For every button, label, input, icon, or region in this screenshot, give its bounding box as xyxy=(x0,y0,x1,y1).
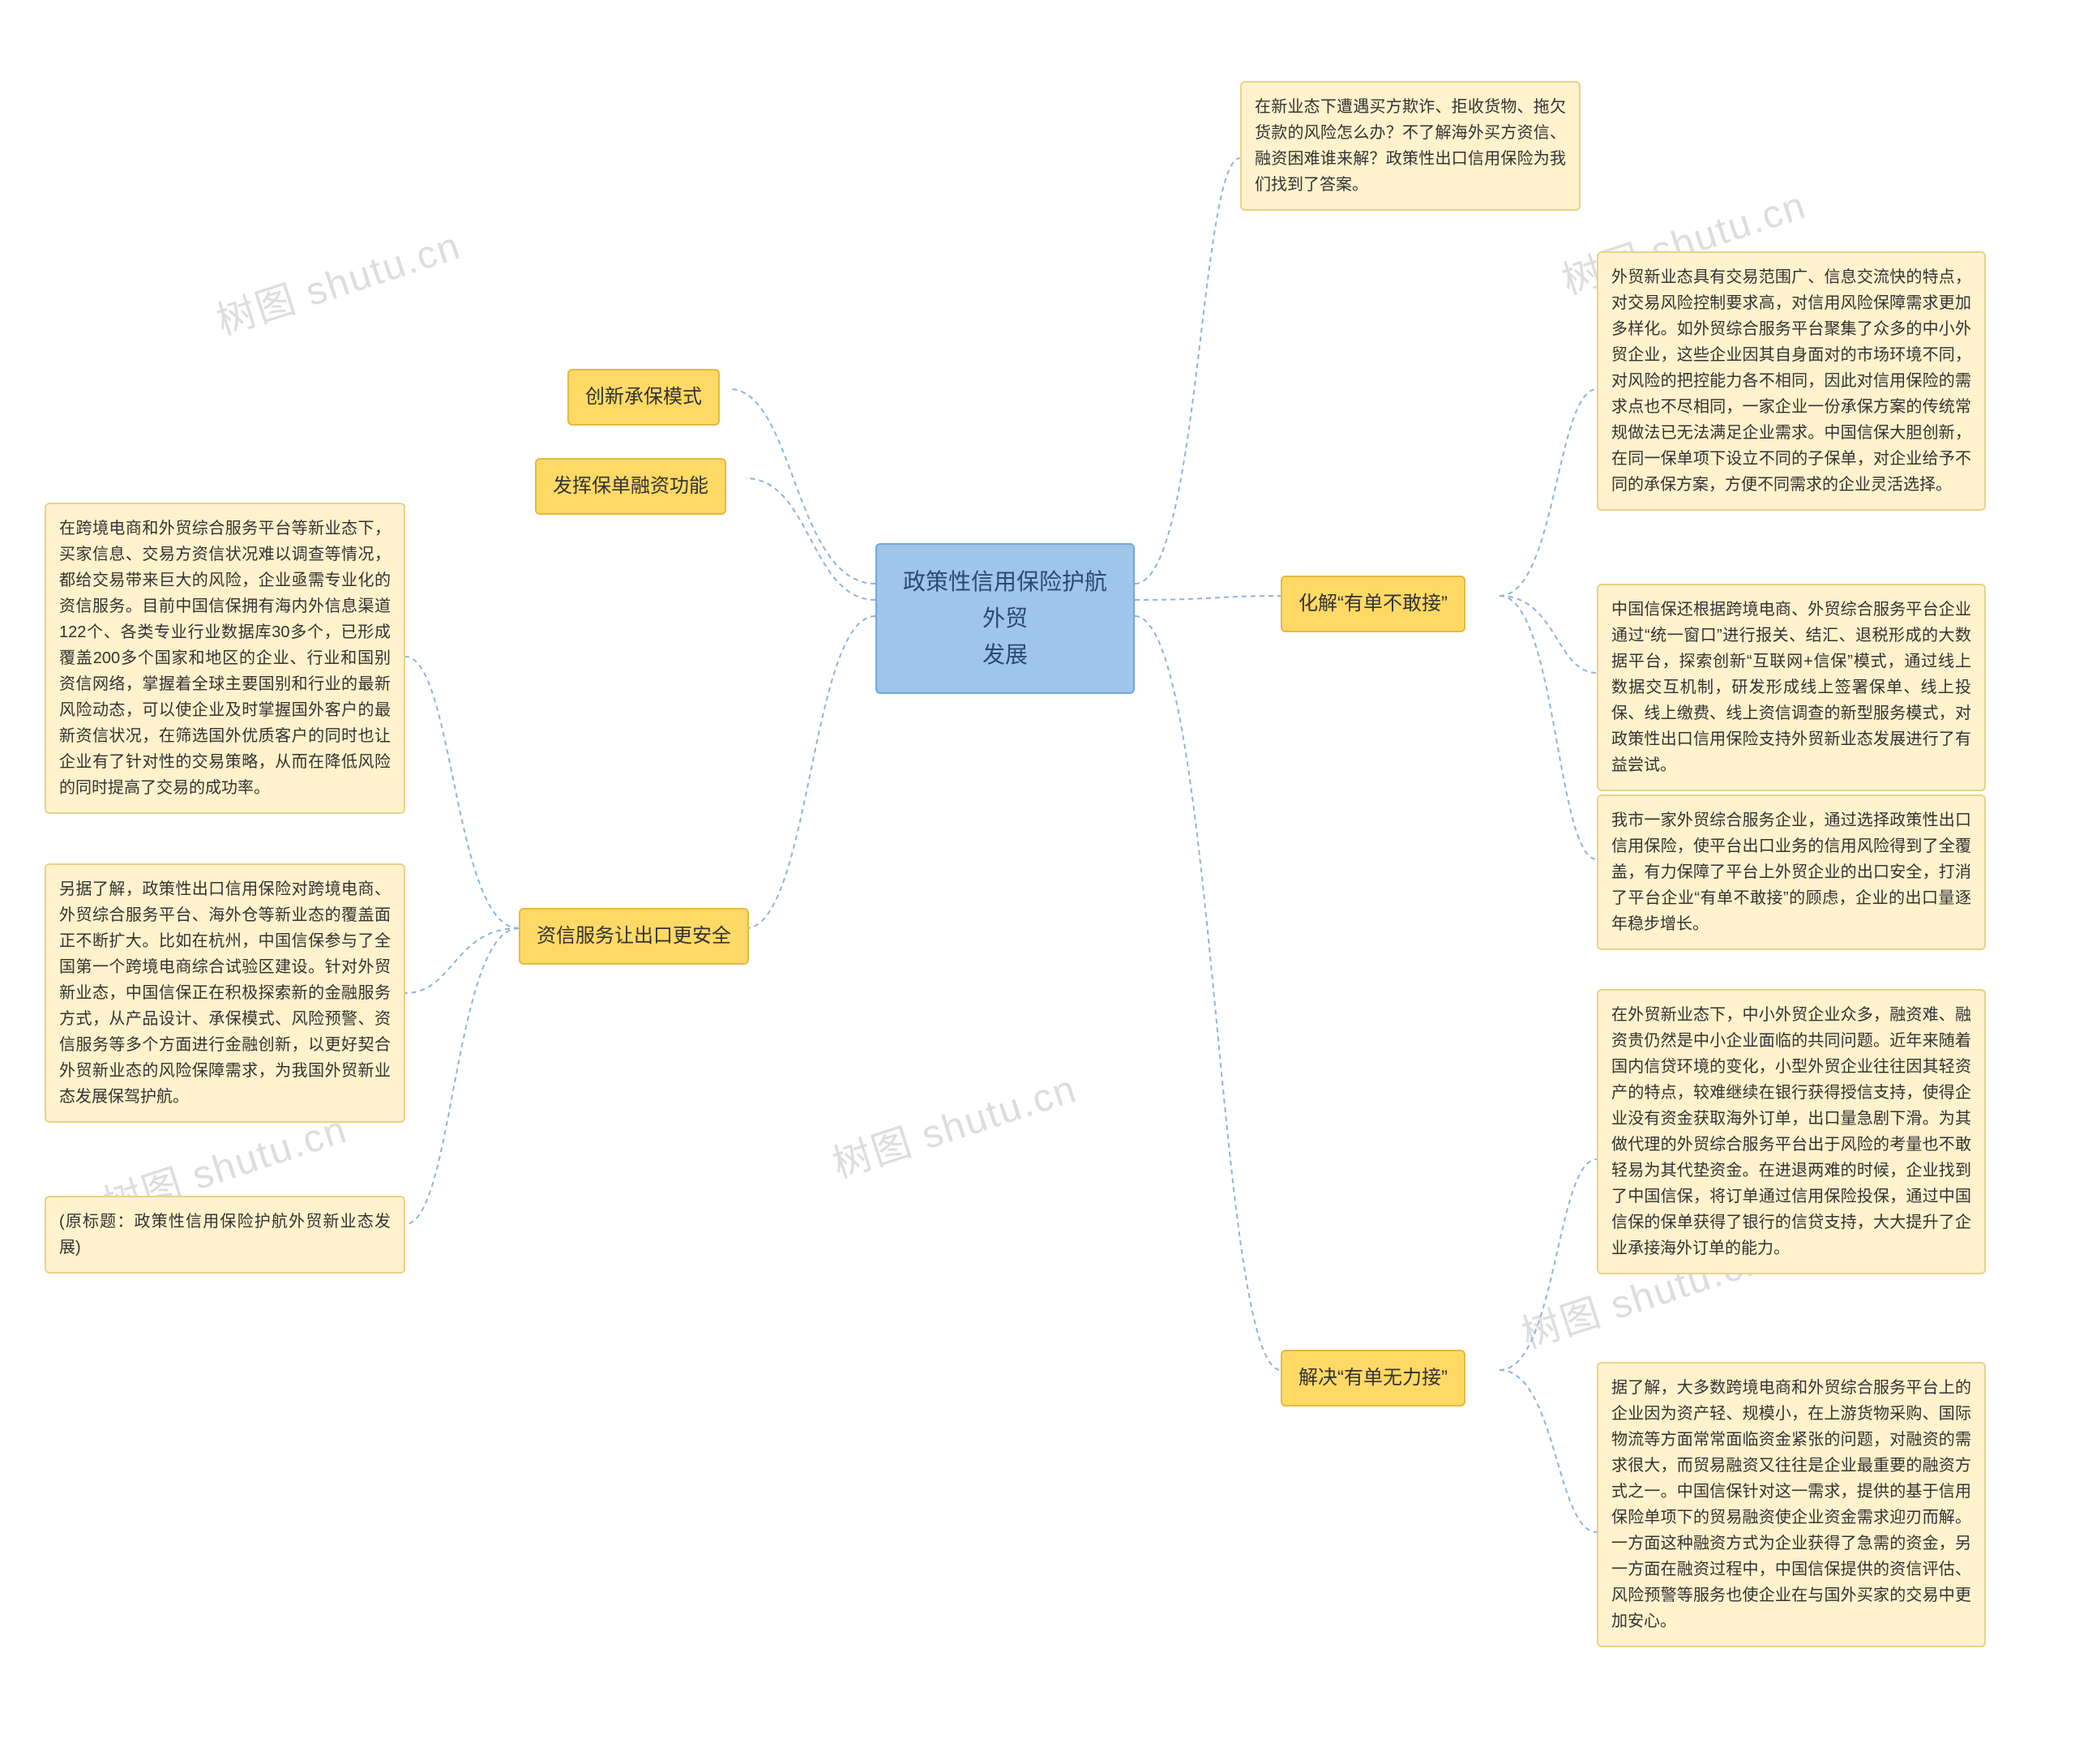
watermark: 树图 shutu.cn xyxy=(208,213,467,345)
detail-left-3-1: 另据了解，政策性出口信用保险对跨境电商、外贸综合服务平台、海外仓等新业态的覆盖面… xyxy=(45,863,405,1123)
detail-right-1-1: 中国信保还根据跨境电商、外贸综合服务平台企业通过“统一窗口”进行报关、结汇、退税… xyxy=(1597,584,1986,791)
topic-resolve-dare-not-take[interactable]: 化解“有单不敢接” xyxy=(1281,576,1465,632)
topic-innovate-underwriting[interactable]: 创新承保模式 xyxy=(567,369,720,426)
topic-policy-financing[interactable]: 发挥保单融资功能 xyxy=(535,458,726,515)
detail-left-3-2: (原标题：政策性信用保险护航外贸新业态发展) xyxy=(45,1196,405,1274)
detail-right-2-1: 据了解，大多数跨境电商和外贸综合服务平台上的企业因为资产轻、规模小，在上游货物采… xyxy=(1597,1362,1986,1647)
center-topic[interactable]: 政策性信用保险护航外贸发展 xyxy=(875,543,1135,694)
detail-right-1-2: 我市一家外贸综合服务企业，通过选择政策性出口信用保险，使平台出口业务的信用风险得… xyxy=(1597,794,1986,950)
topic-resolve-unable-take[interactable]: 解决“有单无力接” xyxy=(1281,1350,1465,1406)
watermark: 树图 shutu.cn xyxy=(824,1056,1083,1188)
detail-right-1-0: 外贸新业态具有交易范围广、信息交流快的特点，对交易风险控制要求高，对信用风险保障… xyxy=(1597,251,1986,511)
detail-right-2-0: 在外贸新业态下，中小外贸企业众多，融资难、融资贵仍然是中小企业面临的共同问题。近… xyxy=(1597,989,1986,1274)
detail-left-3-0: 在跨境电商和外贸综合服务平台等新业态下，买家信息、交易方资信状况难以调查等情况，… xyxy=(45,503,405,814)
topic-credit-info-service[interactable]: 资信服务让出口更安全 xyxy=(519,908,749,965)
detail-right-intro: 在新业态下遭遇买方欺诈、拒收货物、拖欠货款的风险怎么办？不了解海外买方资信、融资… xyxy=(1240,81,1581,211)
